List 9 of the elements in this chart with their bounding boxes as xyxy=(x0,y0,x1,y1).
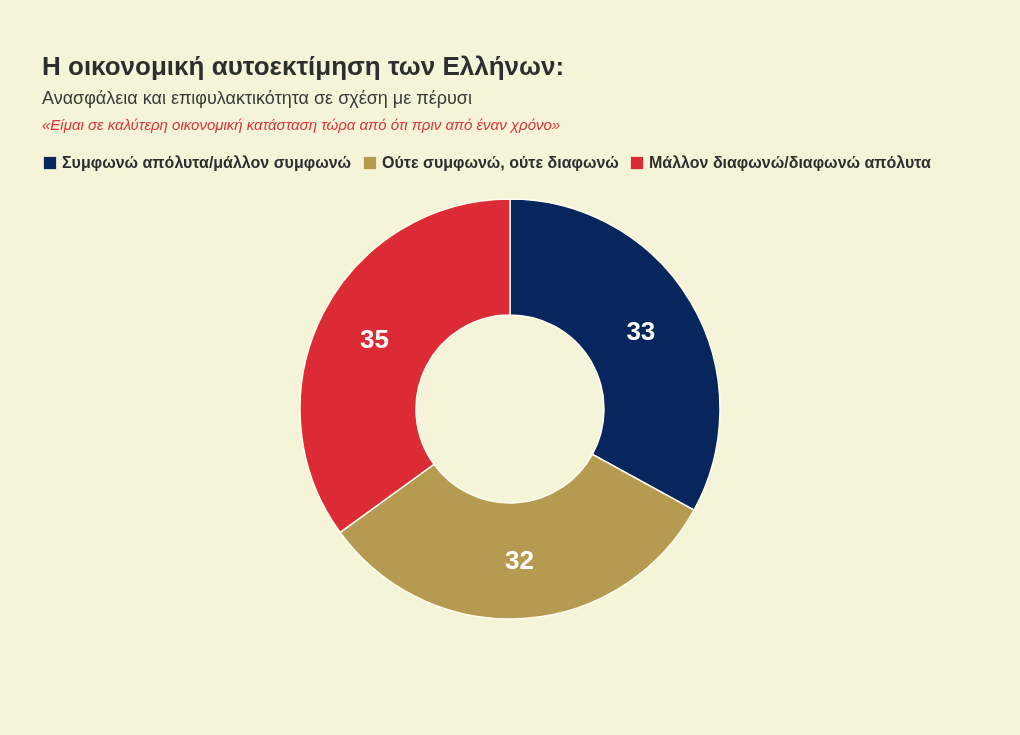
chart-title: Η οικονομική αυτοεκτίμηση των Ελλήνων: xyxy=(42,51,565,81)
legend-label: Μάλλον διαφωνώ/διαφωνώ απόλυτα xyxy=(649,154,932,171)
legend-label: Συμφωνώ απόλυτα/μάλλον συμφωνώ xyxy=(62,154,352,171)
data-label: 33 xyxy=(626,315,656,346)
text: «Είμαι σε καλύτερη οικονομική κατάσταση τώρα από ότι πριν από έναν χρόνο» xyxy=(42,116,561,133)
chart-subtitle: Ανασφάλεια και επιφυλακτικότητα σε σχέση με πέρυσι xyxy=(42,88,472,108)
data-label: 32 xyxy=(505,544,535,575)
data-label: 35 xyxy=(360,323,390,354)
legend-label: Ούτε συμφωνώ, ούτε διαφωνώ xyxy=(382,154,619,171)
